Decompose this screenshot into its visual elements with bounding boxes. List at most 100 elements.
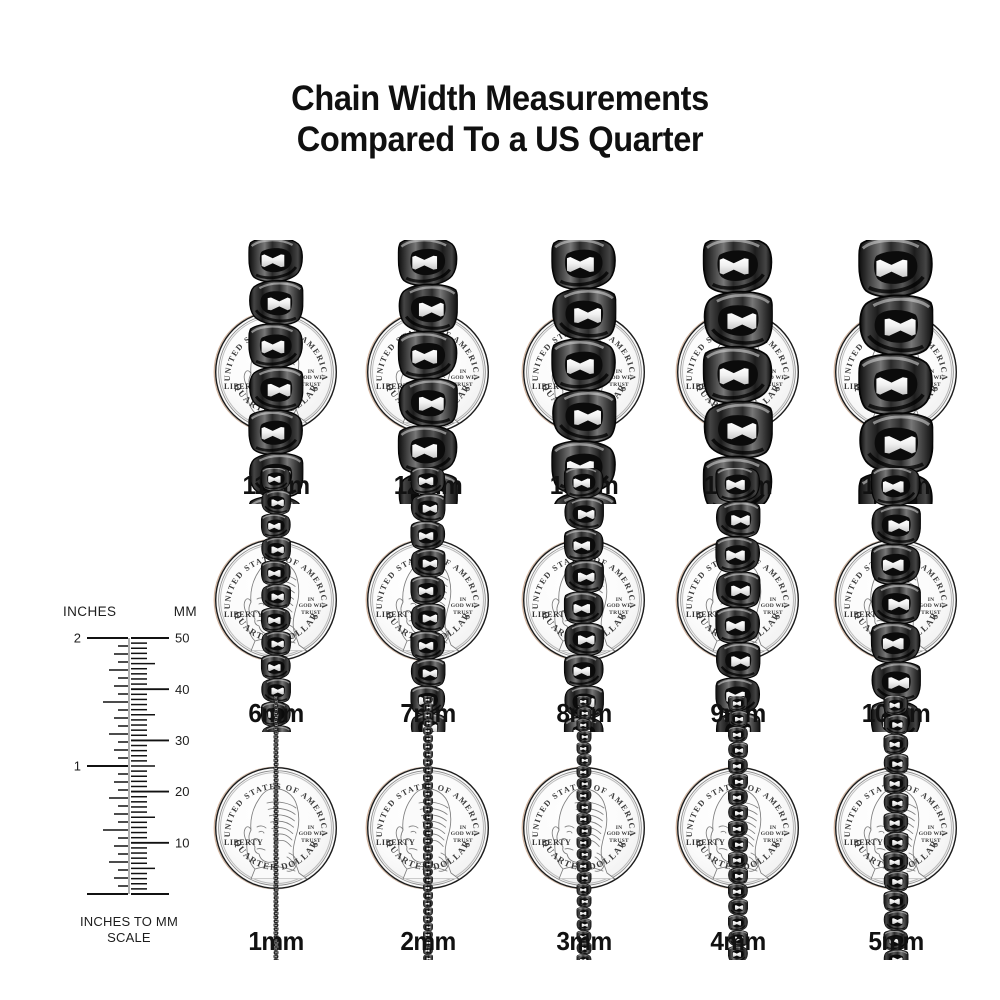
chain-cell-1mm: UNITED STATES OF AMERICAQUARTER DOLLARLI… [196, 696, 356, 960]
coin-mint-mark: D [775, 615, 780, 621]
chain-grid-row: UNITED STATES OF AMERICAQUARTER DOLLARLI… [196, 468, 996, 732]
chain-size-label: 4mm [710, 926, 766, 956]
chain-cell-stage: UNITED STATES OF AMERICAQUARTER DOLLARLI… [816, 696, 976, 960]
chain-cell-stage: UNITED STATES OF AMERICAQUARTER DOLLARLI… [196, 468, 356, 732]
coin-motto-line-1: IN [927, 597, 935, 603]
coin-motto-line-1: IN [307, 369, 315, 375]
coin-mint-mark: D [621, 843, 626, 849]
ruler-scale-graphic: 2 1 50 40 30 20 10 [55, 628, 203, 910]
chain-size-label: 5mm [868, 926, 924, 956]
coin-motto-line-2: GOD WE [606, 831, 632, 838]
ruler-inch-label-1: 1 [74, 759, 81, 774]
coin-liberty-text: LIBERTY [376, 382, 416, 391]
chain-link-strand [273, 696, 279, 960]
coin-mint-mark: D [621, 615, 626, 621]
coin-motto-line-1: IN [927, 825, 935, 831]
chain-cell-4mm: UNITED STATES OF AMERICAQUARTER DOLLARLI… [658, 696, 818, 960]
chain-cell-stage: UNITED STATES OF AMERICAQUARTER DOLLARLI… [816, 240, 976, 504]
coin-liberty-text: LIBERTY [224, 382, 264, 391]
chain-link-strand [422, 696, 434, 960]
chain-cell-5mm: UNITED STATES OF AMERICAQUARTER DOLLARLI… [816, 696, 976, 960]
coin-motto-line-2: GOD WE [606, 375, 632, 382]
ruler-mm-label-50: 50 [175, 631, 189, 646]
coin-motto-line-3: TRUST [453, 381, 473, 388]
chain-cell-stage: UNITED STATES OF AMERICAQUARTER DOLLARLI… [658, 468, 818, 732]
chain-link-strand [883, 696, 909, 960]
coin-mint-mark: D [933, 615, 938, 621]
coin-mint-mark: D [933, 387, 938, 393]
coin-motto-line-1: IN [615, 825, 623, 831]
coin-mint-mark: D [465, 387, 470, 393]
coin-motto-line-1: IN [459, 825, 467, 831]
coin-motto-line-3: TRUST [453, 609, 473, 616]
ruler-mm-label-40: 40 [175, 682, 189, 697]
coin-motto-line-2: GOD WE [298, 603, 324, 610]
chain-size-label: 2mm [400, 926, 456, 956]
coin-motto-line-3: TRUST [453, 837, 473, 844]
coin-motto-line-3: TRUST [301, 609, 321, 616]
chain-cell-2mm: UNITED STATES OF AMERICAQUARTER DOLLARLI… [348, 696, 508, 960]
chain-cell-stage: UNITED STATES OF AMERICAQUARTER DOLLARLI… [658, 696, 818, 960]
coin-motto-line-2: GOD WE [606, 603, 632, 610]
coin-liberty-text: LIBERTY [532, 382, 572, 391]
chain-link-strand [563, 468, 605, 732]
ruler-mm-label-30: 30 [175, 733, 189, 748]
coin-motto-line-2: GOD WE [298, 375, 324, 382]
coin-motto-line-3: TRUST [301, 837, 321, 844]
ruler-inch-label-2: 2 [74, 631, 81, 646]
coin-motto-line-1: IN [769, 369, 777, 375]
coin-liberty-text: LIBERTY [532, 838, 572, 847]
chain-link-strand [576, 696, 592, 960]
ruler-caption-line-1: INCHES TO MM [80, 914, 178, 929]
coin-motto-line-3: TRUST [921, 837, 941, 844]
coin-liberty-text: LIBERTY [844, 610, 884, 619]
coin-mint-mark: D [933, 843, 938, 849]
coin-mint-mark: D [313, 615, 318, 621]
chain-link-strand [870, 468, 922, 732]
coin-motto-line-1: IN [769, 597, 777, 603]
coin-mint-mark: D [465, 843, 470, 849]
chain-link-strand [397, 240, 459, 504]
chain-cell-stage: UNITED STATES OF AMERICAQUARTER DOLLARLI… [504, 468, 664, 732]
chain-cell-stage: UNITED STATES OF AMERICAQUARTER DOLLARLI… [816, 468, 976, 732]
coin-motto-line-1: IN [307, 825, 315, 831]
coin-motto-line-1: IN [307, 597, 315, 603]
coin-motto-line-2: GOD WE [760, 375, 786, 382]
coin-motto-line-2: GOD WE [450, 603, 476, 610]
chain-size-grid: UNITED STATES OF AMERICAQUARTER DOLLARLI… [196, 240, 996, 964]
chain-link-strand [702, 240, 774, 504]
coin-motto-line-3: TRUST [609, 609, 629, 616]
chain-link-strand [858, 240, 934, 504]
coin-mint-mark: D [313, 843, 318, 849]
chain-size-label: 1mm [248, 926, 304, 956]
coin-motto-line-3: TRUST [609, 381, 629, 388]
coin-motto-line-2: GOD WE [450, 375, 476, 382]
coin-motto-line-3: TRUST [763, 837, 783, 844]
coin-motto-line-2: GOD WE [450, 831, 476, 838]
chain-size-label: 3mm [556, 926, 612, 956]
coin-motto-line-3: TRUST [763, 381, 783, 388]
coin-motto-line-2: GOD WE [918, 603, 944, 610]
chain-link-strand [727, 696, 749, 960]
coin-mint-mark: D [775, 387, 780, 393]
coin-liberty-text: LIBERTY [224, 610, 264, 619]
ruler-header-inches: INCHES [63, 604, 117, 619]
page-title: Chain Width Measurements Compared To a U… [0, 78, 1000, 160]
coin-liberty-text: LIBERTY [686, 838, 726, 847]
chain-link-strand [260, 468, 292, 732]
chain-cell-12mm: UNITED STATES OF AMERICAQUARTER DOLLARLI… [348, 240, 508, 504]
coin-liberty-text: LIBERTY [844, 838, 884, 847]
ruler-header: INCHES MM [55, 604, 203, 624]
coin-motto-line-1: IN [769, 825, 777, 831]
ruler-header-mm: MM [173, 604, 197, 619]
chain-cell-3mm: UNITED STATES OF AMERICAQUARTER DOLLARLI… [504, 696, 664, 960]
coin-motto-line-3: TRUST [609, 837, 629, 844]
chain-link-strand [715, 468, 761, 732]
ruler-mm-label-10: 10 [175, 835, 189, 850]
